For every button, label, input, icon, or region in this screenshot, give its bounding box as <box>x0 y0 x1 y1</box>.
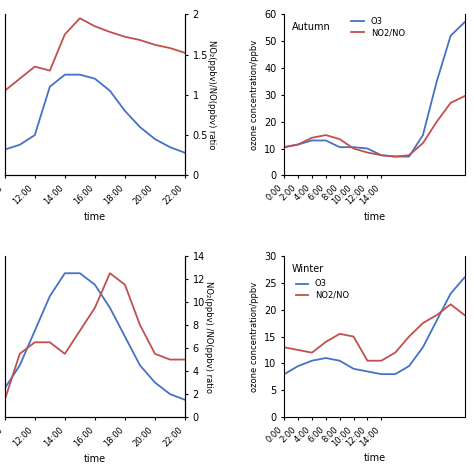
NO2/NO <box>448 100 454 106</box>
O3 <box>434 79 439 84</box>
NO2/NO <box>282 345 287 350</box>
O3 <box>448 291 454 296</box>
O3 <box>378 371 384 377</box>
O3 <box>378 153 384 158</box>
X-axis label: time: time <box>363 212 385 222</box>
NO2/NO <box>323 132 328 138</box>
NO2/NO <box>337 137 343 142</box>
O3 <box>434 318 439 323</box>
Line: O3: O3 <box>284 277 465 374</box>
NO2/NO <box>365 150 370 155</box>
NO2/NO <box>309 350 315 356</box>
NO2/NO <box>406 334 412 339</box>
NO2/NO <box>365 358 370 364</box>
O3 <box>365 146 370 151</box>
O3 <box>323 355 328 361</box>
O3 <box>323 137 328 143</box>
NO2/NO <box>462 93 467 99</box>
Y-axis label: ozone concentration/ppbv: ozone concentration/ppbv <box>249 282 258 392</box>
NO2/NO <box>378 153 384 158</box>
NO2/NO <box>282 145 287 150</box>
NO2/NO <box>351 334 356 339</box>
NO2/NO <box>434 119 439 125</box>
NO2/NO <box>448 301 454 307</box>
Y-axis label: ozone concentration/ppbv: ozone concentration/ppbv <box>250 40 259 150</box>
O3 <box>448 33 454 38</box>
X-axis label: time: time <box>363 454 385 464</box>
O3 <box>337 358 343 364</box>
O3 <box>406 363 412 369</box>
O3 <box>420 132 426 138</box>
O3 <box>351 145 356 150</box>
NO2/NO <box>434 312 439 318</box>
NO2/NO <box>406 153 412 158</box>
NO2/NO <box>378 358 384 364</box>
X-axis label: time: time <box>84 454 106 464</box>
Legend: O3, NO2/NO: O3, NO2/NO <box>296 280 349 300</box>
Text: Winter: Winter <box>292 264 324 274</box>
Line: NO2/NO: NO2/NO <box>284 96 465 156</box>
O3 <box>392 154 398 159</box>
O3 <box>295 142 301 147</box>
NO2/NO <box>351 146 356 151</box>
O3 <box>295 363 301 369</box>
O3 <box>420 345 426 350</box>
NO2/NO <box>295 347 301 353</box>
Legend: O3, NO2/NO: O3, NO2/NO <box>352 17 405 37</box>
NO2/NO <box>337 331 343 337</box>
NO2/NO <box>392 154 398 159</box>
Text: Autumn: Autumn <box>292 22 330 32</box>
O3 <box>406 154 412 159</box>
Y-axis label: NO₂(ppbv)/NO(ppbv) ratio: NO₂(ppbv)/NO(ppbv) ratio <box>208 40 217 149</box>
NO2/NO <box>420 320 426 326</box>
NO2/NO <box>462 312 467 318</box>
Line: NO2/NO: NO2/NO <box>284 304 465 361</box>
NO2/NO <box>392 350 398 356</box>
O3 <box>351 366 356 372</box>
O3 <box>337 145 343 150</box>
O3 <box>282 145 287 150</box>
O3 <box>282 371 287 377</box>
NO2/NO <box>295 142 301 147</box>
NO2/NO <box>420 140 426 146</box>
Y-axis label: NO₂(ppbv) /NO(ppbv) ratio: NO₂(ppbv) /NO(ppbv) ratio <box>204 281 213 392</box>
O3 <box>392 371 398 377</box>
O3 <box>462 19 467 25</box>
NO2/NO <box>309 135 315 141</box>
Line: O3: O3 <box>284 22 465 156</box>
O3 <box>309 358 315 364</box>
O3 <box>309 137 315 143</box>
NO2/NO <box>323 339 328 345</box>
O3 <box>365 369 370 374</box>
O3 <box>462 274 467 280</box>
X-axis label: time: time <box>84 212 106 222</box>
